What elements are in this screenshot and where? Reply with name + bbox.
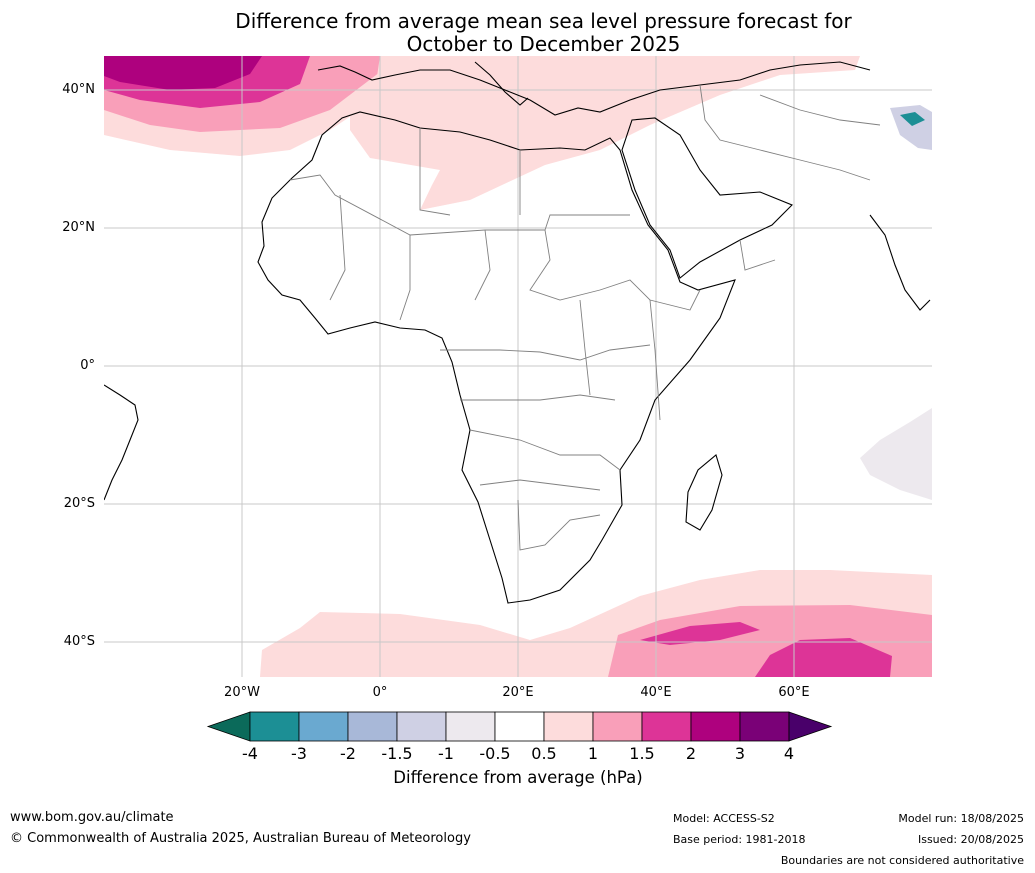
footer-website[interactable]: www.bom.gov.au/climate [10, 810, 174, 825]
colorbar-tick-label: 1.5 [629, 744, 655, 763]
lat-label-20n: 20°N [62, 220, 95, 235]
colorbar-bin [641, 711, 692, 742]
lat-label-0: 0° [80, 358, 95, 373]
title-line-2: October to December 2025 [406, 32, 681, 56]
colorbar-bin [592, 711, 643, 742]
anomaly-fills [104, 56, 932, 677]
graticule [104, 56, 932, 677]
coastlines [104, 61, 931, 604]
colorbar-extend-min [206, 711, 251, 742]
lon-label-40e: 40°E [640, 685, 672, 700]
anomaly-area-north-atlantic-peak [104, 56, 262, 90]
anomaly-area-himalaya-core [900, 112, 925, 126]
africa-coastline [257, 111, 736, 604]
india-coastline [869, 214, 931, 311]
anomaly-area-indian-ocean [860, 408, 932, 500]
colorbar-bin [494, 711, 545, 742]
colorbar-bin [249, 711, 300, 742]
europe-coastline [317, 61, 871, 116]
colorbar-bin [690, 711, 741, 742]
lon-label-20e: 20°E [502, 685, 534, 700]
colorbar-bin [347, 711, 398, 742]
colorbar [206, 711, 833, 742]
lat-label-20s: 20°S [63, 496, 95, 511]
colorbar-tick-label: -0.5 [479, 744, 511, 763]
madagascar-coastline [685, 454, 723, 531]
lat-label-40n: 40°N [62, 82, 95, 97]
colorbar-tick-label: -3 [291, 744, 307, 763]
italy-coastline [474, 61, 529, 106]
south-america-coastline [104, 384, 139, 501]
arabia-coastline [621, 117, 793, 279]
footer-issued: Issued: 20/08/2025 [917, 833, 1024, 846]
chart-title: Difference from average mean sea level p… [0, 10, 1035, 56]
colorbar-bin [445, 711, 496, 742]
colorbar-tick-label: 3 [734, 744, 746, 763]
anomaly-area-himalaya [890, 105, 932, 150]
colorbar-title: Difference from average (hPa) [393, 768, 643, 787]
colorbar-tick-label: -2 [340, 744, 356, 763]
colorbar-tick-label: -1 [438, 744, 454, 763]
footer-base-period: Base period: 1981-2018 [673, 833, 806, 846]
footer-model-run: Model run: 18/08/2025 [898, 812, 1024, 825]
anomaly-area-southern-strong [755, 638, 892, 677]
lon-label-20w: 20°W [224, 685, 260, 700]
colorbar-tick-label: 0.5 [531, 744, 557, 763]
colorbar-tick-label: -1.5 [381, 744, 413, 763]
colorbar-extend-max [788, 711, 833, 742]
title-line-1: Difference from average mean sea level p… [235, 9, 852, 33]
colorbar-bin [543, 711, 594, 742]
footer-copyright: © Commonwealth of Australia 2025, Austra… [10, 831, 471, 846]
colorbar-bin [396, 711, 447, 742]
lon-label-60e: 60°E [778, 685, 810, 700]
lon-label-0: 0° [372, 685, 388, 700]
colorbar-tick-label: 4 [783, 744, 795, 763]
anomaly-area-mediterranean [350, 56, 860, 210]
lat-label-40s: 40°S [63, 634, 95, 649]
colorbar-bin [298, 711, 349, 742]
footer-disclaimer: Boundaries are not considered authoritat… [780, 854, 1024, 867]
anomaly-area-southern-strong-2 [640, 622, 760, 645]
colorbar-tick-label: 2 [685, 744, 697, 763]
country-borders [289, 84, 881, 551]
colorbar-tick-label: -4 [242, 744, 258, 763]
footer-model: Model: ACCESS-S2 [673, 812, 775, 825]
colorbar-bin [739, 711, 790, 742]
colorbar-tick-label: 1 [587, 744, 599, 763]
